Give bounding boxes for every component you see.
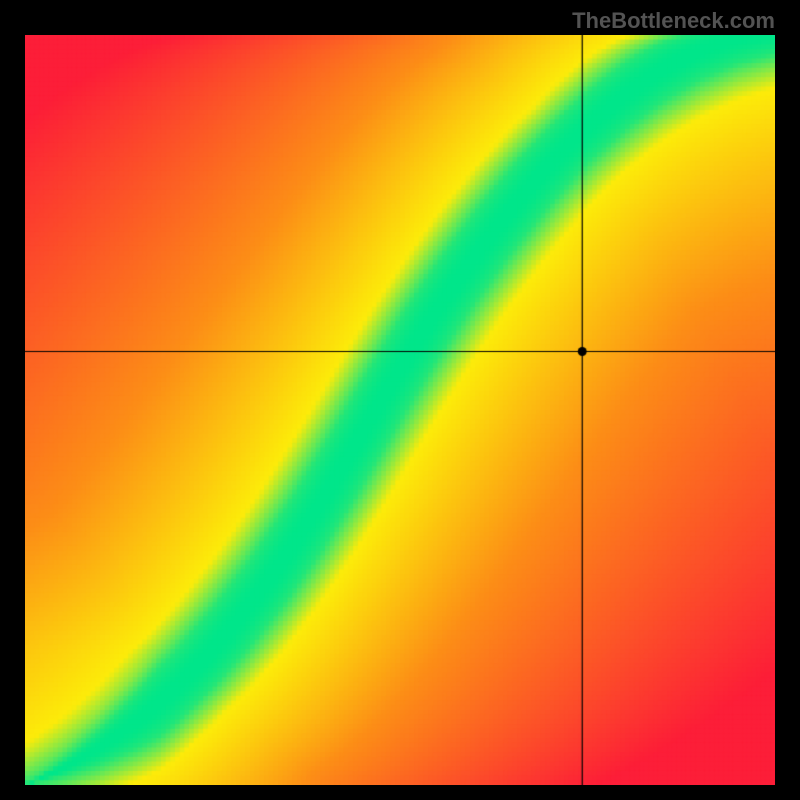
chart-container: TheBottleneck.com xyxy=(0,0,800,800)
watermark-text: TheBottleneck.com xyxy=(572,8,775,34)
bottleneck-heatmap xyxy=(25,35,775,785)
